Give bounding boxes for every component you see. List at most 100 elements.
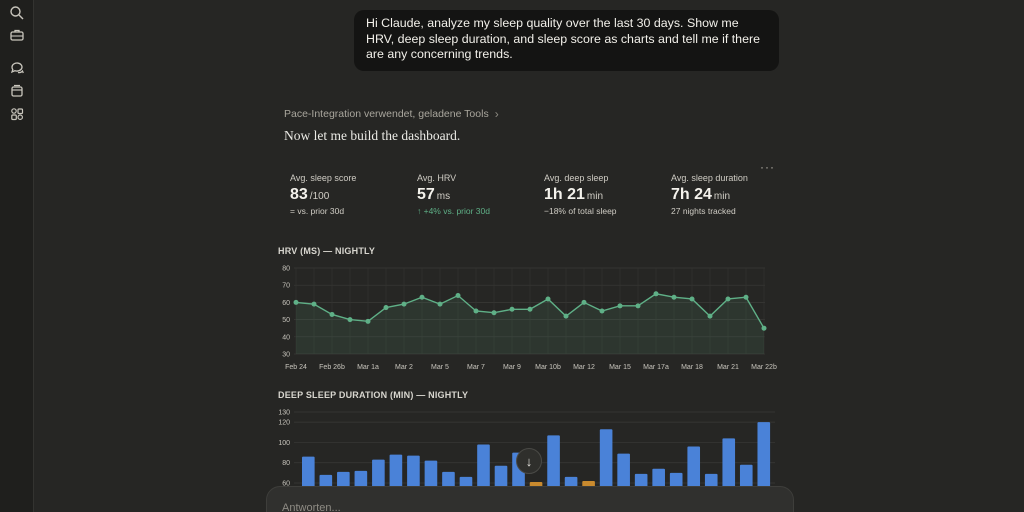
tools-used-label: Pace-Integration verwendet, geladene Too…	[284, 108, 489, 120]
hrv-point	[527, 306, 533, 312]
hrv-point	[329, 311, 335, 317]
hrv-point	[365, 318, 371, 324]
hrv-point	[581, 299, 587, 305]
deep-sleep-bar	[687, 446, 701, 494]
deep-sleep-bar	[389, 454, 403, 494]
stat-label: Avg. sleep duration	[671, 173, 748, 183]
y-tick-label: 100	[278, 440, 290, 447]
stat-value: 1h 21	[544, 186, 585, 203]
hrv-area	[296, 293, 764, 354]
deep-sleep-bar	[407, 455, 420, 494]
hrv-point	[617, 303, 623, 309]
stat-label: Avg. deep sleep	[544, 173, 609, 183]
chats-icon[interactable]	[9, 60, 25, 76]
hrv-point	[689, 296, 695, 302]
stat-unit: ms	[436, 191, 451, 202]
y-tick-label: 80	[282, 266, 290, 273]
assistant-lead-text: Now let me build the dashboard.	[284, 128, 461, 143]
x-tick-label: Mar 9	[503, 364, 521, 371]
hrv-chart-title: HRV (MS) — NIGHTLY	[278, 246, 376, 256]
stat-sub: ↑ +4% vs. prior 30d	[417, 206, 490, 216]
stat-sub: 27 nights tracked	[671, 206, 736, 216]
stat-value: 83	[290, 186, 308, 203]
hrv-point	[293, 299, 299, 305]
stat-label: Avg. HRV	[417, 173, 457, 183]
y-tick-label: 30	[282, 352, 290, 359]
hrv-point	[437, 301, 443, 307]
x-tick-label: Mar 18	[681, 364, 703, 371]
deep-sleep-chart-title: DEEP SLEEP DURATION (MIN) — NIGHTLY	[278, 390, 469, 400]
hrv-point	[509, 306, 515, 312]
hrv-point	[491, 310, 497, 316]
hrv-point	[455, 293, 461, 299]
reply-input[interactable]	[282, 502, 682, 512]
y-tick-label: 60	[282, 300, 290, 307]
hrv-point	[347, 317, 353, 323]
hrv-point	[707, 313, 713, 319]
x-tick-label: Feb 24	[285, 364, 307, 371]
projects-icon[interactable]	[9, 83, 25, 99]
hrv-point	[599, 308, 605, 314]
stat-unit: min	[713, 191, 731, 202]
deep-sleep-bar	[372, 459, 385, 494]
stat-sub: −18% of total sleep	[544, 206, 617, 216]
hrv-point	[671, 294, 677, 300]
x-tick-label: Mar 7	[467, 364, 485, 371]
stat-unit: /100	[309, 191, 330, 202]
stat-sleep-score: Avg. sleep score 83/100 = vs. prior 30d	[290, 173, 415, 216]
x-tick-label: Mar 17a	[643, 364, 669, 371]
y-tick-label: 80	[282, 460, 290, 467]
y-tick-label: 40	[282, 334, 290, 341]
hrv-point	[743, 294, 749, 300]
x-tick-label: Mar 1a	[357, 364, 379, 371]
y-tick-label: 70	[282, 283, 290, 290]
x-tick-label: Mar 2	[395, 364, 413, 371]
deep-sleep-bar	[424, 460, 438, 494]
y-tick-label: 120	[278, 420, 290, 427]
user-message-bubble: Hi Claude, analyze my sleep quality over…	[354, 10, 779, 71]
deep-sleep-bar	[757, 422, 771, 494]
hrv-point	[635, 303, 641, 309]
stat-unit: min	[586, 191, 604, 202]
deep-sleep-bar	[722, 438, 736, 494]
hrv-point	[725, 296, 731, 302]
hrv-point	[383, 305, 389, 311]
deep-sleep-bar	[302, 456, 315, 494]
deep-sleep-bar	[477, 444, 490, 494]
more-options-button[interactable]: ···	[760, 160, 775, 174]
scroll-down-button[interactable]: ↓	[516, 448, 542, 474]
deep-sleep-bar	[599, 429, 613, 494]
left-rail	[0, 0, 34, 512]
message-composer	[266, 486, 794, 512]
x-tick-label: Mar 15	[609, 364, 631, 371]
search-icon[interactable]	[9, 5, 25, 21]
x-tick-label: Mar 12	[573, 364, 595, 371]
deep-sleep-bar	[617, 453, 630, 494]
artifacts-icon[interactable]	[9, 106, 25, 122]
stat-label: Avg. sleep score	[290, 173, 357, 183]
x-tick-label: Feb 26b	[319, 364, 345, 371]
briefcase-icon[interactable]	[9, 27, 25, 43]
y-tick-label: 60	[282, 481, 290, 488]
stat-sub: = vs. prior 30d	[290, 206, 345, 216]
stat-value: 57	[417, 186, 435, 203]
x-tick-label: Mar 22b	[751, 364, 777, 371]
hrv-point	[563, 313, 569, 319]
hrv-point	[401, 301, 407, 307]
hrv-point	[653, 291, 659, 297]
x-tick-label: Mar 5	[431, 364, 449, 371]
y-tick-label: 50	[282, 317, 290, 324]
x-tick-label: Mar 21	[717, 364, 739, 371]
hrv-point	[473, 308, 479, 314]
x-tick-label: Mar 10b	[535, 364, 561, 371]
hrv-point	[311, 301, 317, 307]
stat-value: 7h 24	[671, 186, 712, 203]
hrv-point	[419, 294, 425, 300]
hrv-point	[761, 325, 767, 331]
stat-sleep-duration: Avg. sleep duration 7h 24 min 27 nights t…	[671, 173, 796, 216]
tools-used-toggle[interactable]: Pace-Integration verwendet, geladene Too…	[284, 107, 499, 121]
y-tick-label: 130	[278, 410, 290, 417]
hrv-point	[545, 296, 551, 302]
chevron-right-icon: ›	[494, 107, 499, 121]
stat-deep-sleep: Avg. deep sleep 1h 21 min −18% of total s…	[544, 173, 669, 216]
